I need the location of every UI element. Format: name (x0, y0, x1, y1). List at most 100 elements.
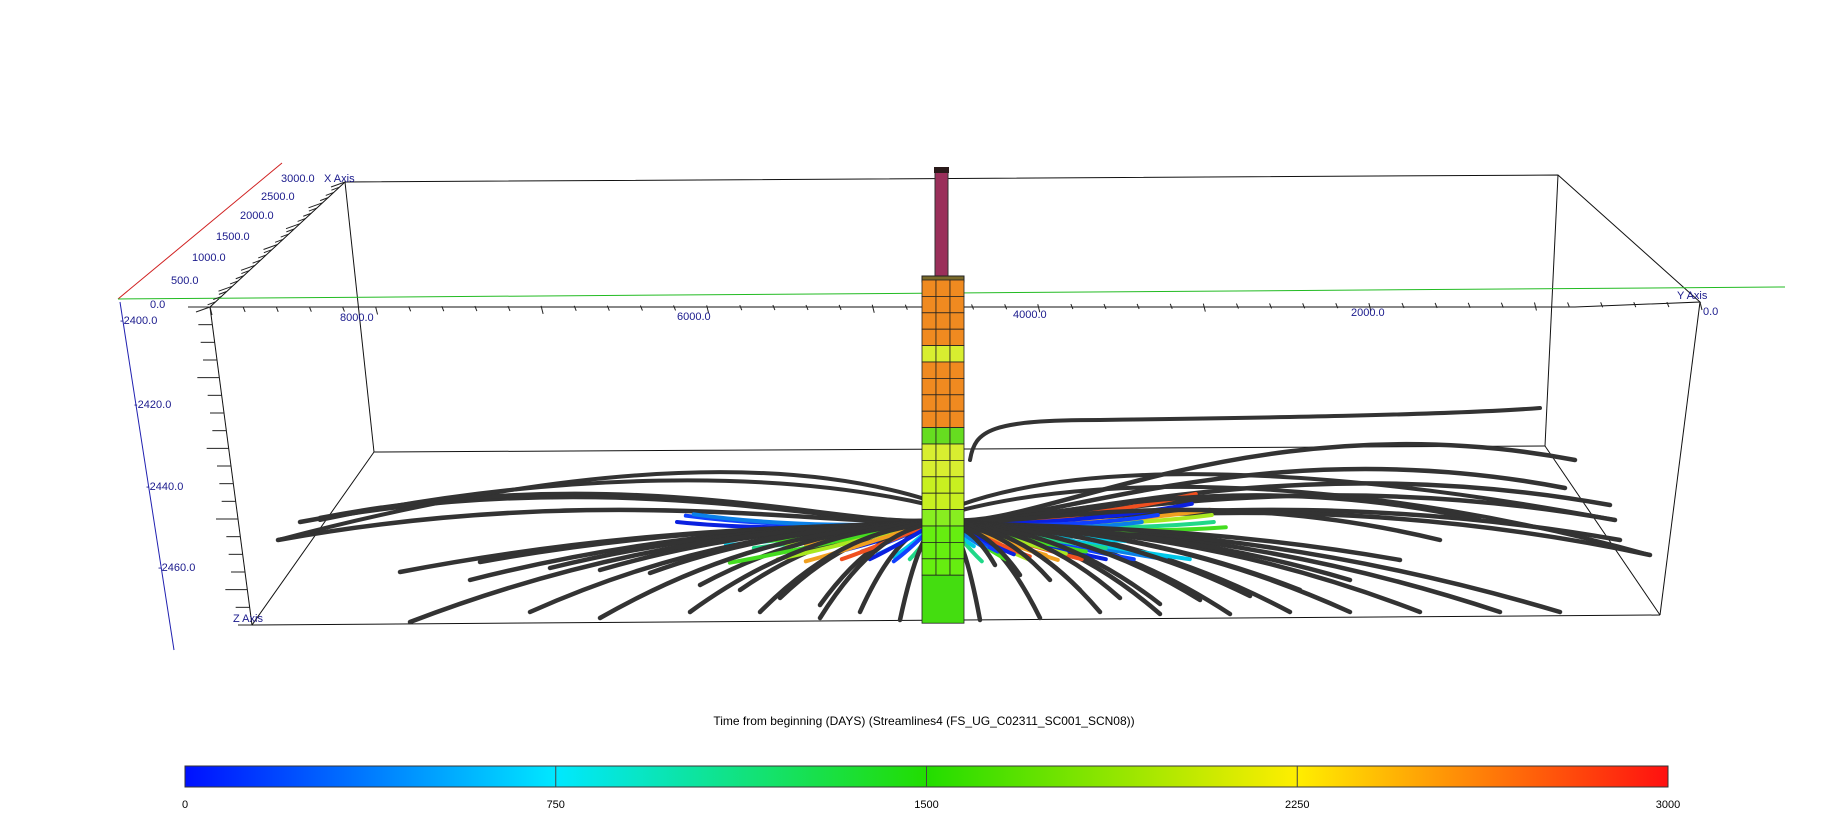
x-axis-tick-marks (195, 181, 346, 313)
x-tick-mark (240, 264, 256, 271)
grid-cell (949, 459, 965, 478)
grid-cell (949, 492, 965, 511)
y-tick-mark (772, 304, 776, 311)
grid-cell (949, 509, 965, 527)
grid-cell (949, 394, 965, 412)
grid-cell (949, 427, 965, 445)
z-tick-label-2420: -2420.0 (134, 399, 171, 411)
x-tick-mark (286, 228, 295, 233)
y-tick-mark (838, 304, 842, 311)
grid-cell (921, 525, 937, 543)
grid-cell (935, 542, 951, 560)
colorbar-tick-2250: 2250 (1285, 799, 1309, 811)
grid-cell (935, 476, 951, 494)
grid-cell (949, 525, 965, 543)
box-edge-front-right (1659, 301, 1701, 616)
y-tick-mark (408, 306, 412, 312)
y-tick-mark (1533, 302, 1537, 311)
streamline (960, 484, 1652, 557)
grid-cell (935, 427, 951, 445)
y-tick-mark (871, 304, 875, 313)
colorbar-tick-750: 750 (547, 799, 565, 811)
grid-cell (921, 328, 937, 347)
y-tick-mark (1368, 302, 1372, 312)
well-pipe[interactable] (934, 167, 949, 281)
grid-cell (949, 443, 965, 461)
grid-cell (949, 410, 965, 429)
x-tick-mark (280, 233, 289, 238)
grid-cell (921, 459, 937, 478)
grid-cell (921, 345, 937, 363)
y-tick-mark (1269, 303, 1273, 309)
y-tick-mark (1567, 302, 1571, 308)
y-tick-label-6000: 6000.0 (677, 311, 711, 323)
x-tick-mark (263, 249, 273, 254)
x-tick-mark (258, 254, 267, 259)
x-tick-mark (274, 238, 284, 243)
z-axis-tick-marks (188, 306, 252, 626)
x-tick-label-2500: 2500.0 (261, 191, 295, 203)
x-tick-label-1000: 1000.0 (192, 252, 226, 264)
grid-cell (935, 525, 951, 543)
x-tick-mark (308, 202, 323, 209)
grid-cell (921, 377, 937, 396)
y-tick-label-2000: 2000.0 (1351, 307, 1385, 319)
y-tick-mark (1335, 303, 1339, 309)
grid-cell (921, 312, 937, 330)
y-tick-mark (308, 306, 312, 312)
y-tick-mark (1302, 303, 1306, 309)
grid-cell (935, 312, 951, 330)
y-tick-mark (673, 305, 677, 311)
y-tick-mark (1004, 304, 1008, 310)
grid-cell (935, 345, 951, 363)
y-tick-mark (639, 305, 643, 311)
x-tick-mark (308, 207, 318, 212)
y-tick-mark (1434, 302, 1438, 309)
colorbar-tick-0: 0 (182, 799, 188, 811)
grid-cell (921, 410, 937, 429)
y-tick-label-8000: 8000.0 (340, 312, 374, 324)
y-tick-mark (1103, 303, 1107, 310)
grid-cell (935, 377, 951, 396)
y-tick-mark (1202, 303, 1206, 312)
streamline (958, 472, 1617, 522)
y-tick-mark (1699, 301, 1703, 311)
y-tick-mark (1136, 303, 1140, 310)
grid-cell (935, 361, 951, 379)
y-tick-mark (242, 306, 246, 313)
grid-cell (935, 410, 951, 429)
z-tick-label-2460: -2460.0 (158, 562, 195, 574)
y-tick-mark (706, 305, 710, 314)
x-tick-mark (213, 296, 222, 301)
y-tick-mark (375, 306, 379, 315)
y-tick-mark (904, 304, 908, 310)
grid-cell (935, 492, 951, 511)
y-tick-label-4000: 4000.0 (1013, 309, 1047, 321)
streamline (318, 478, 932, 522)
y-tick-label-0: 0.0 (1703, 306, 1718, 318)
z-axis-line (119, 301, 175, 651)
grid-cell (949, 361, 965, 379)
grid-cell (949, 279, 965, 297)
z-tick-label-2400: -2400.0 (120, 315, 157, 327)
x-tick-label-1500: 1500.0 (216, 231, 250, 243)
grid-cell (921, 427, 937, 445)
box-edge-bottom-right (1544, 445, 1661, 616)
y-tick-mark (540, 305, 544, 315)
z-tick-label-2440: -2440.0 (146, 481, 183, 493)
grid-cell (921, 361, 937, 379)
x-tick-mark (297, 217, 306, 222)
colorbar-tick-1500: 1500 (914, 799, 938, 811)
grid-cell (921, 279, 937, 297)
grid-cell (935, 328, 951, 347)
y-tick-mark (341, 306, 345, 312)
grid-cell (949, 345, 965, 363)
grid-cell (921, 509, 937, 527)
x-tick-label-500: 500.0 (171, 275, 199, 287)
well-cell-column (921, 275, 965, 624)
box-edge-back-left (344, 181, 375, 453)
x-tick-mark (241, 270, 250, 275)
y-tick-mark (606, 305, 610, 311)
y-tick-mark (1169, 303, 1173, 309)
